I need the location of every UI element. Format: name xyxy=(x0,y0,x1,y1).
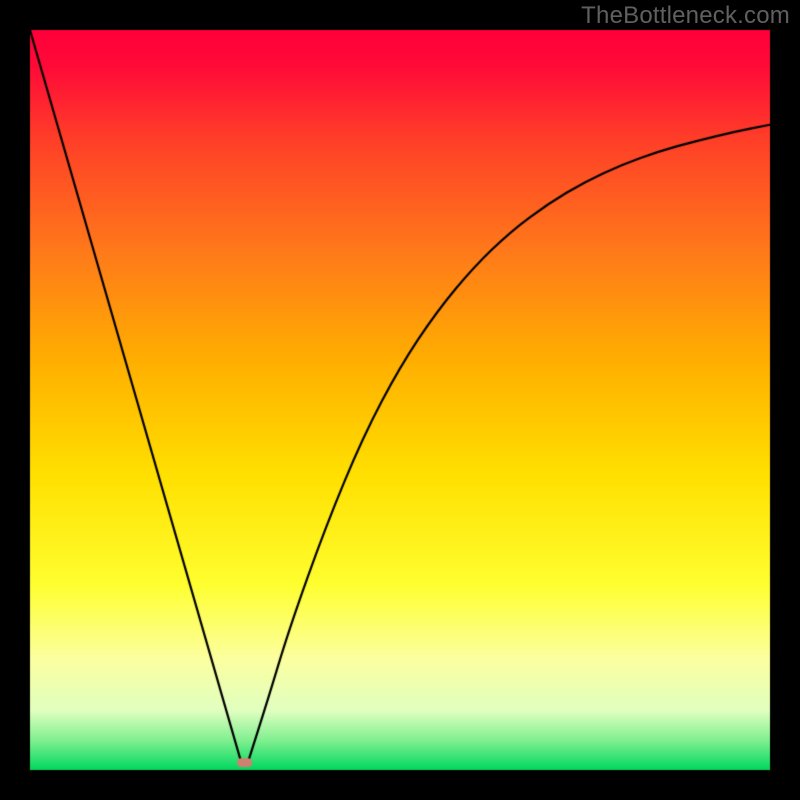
chart-container: TheBottleneck.com xyxy=(0,0,800,800)
gradient-v-curve-chart xyxy=(0,0,800,800)
